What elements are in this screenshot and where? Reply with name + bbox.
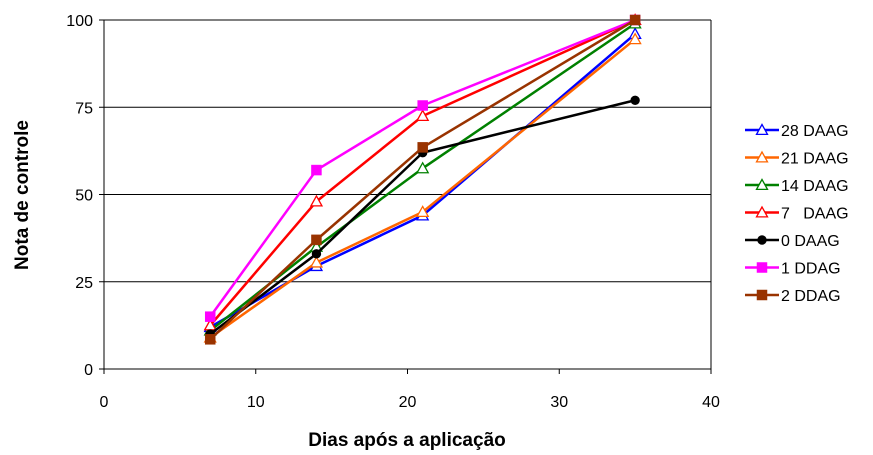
data-point bbox=[204, 334, 216, 345]
legend-item: 2 DDAG bbox=[745, 288, 841, 305]
legend-label: 7 DAAG bbox=[781, 206, 849, 223]
legend-marker bbox=[757, 235, 767, 245]
x-tick-label: 40 bbox=[702, 394, 720, 411]
data-point bbox=[630, 95, 640, 105]
legend-label: 2 DDAG bbox=[781, 288, 841, 305]
legend-item: 7 DAAG bbox=[745, 206, 849, 223]
data-point bbox=[629, 14, 641, 26]
series-line bbox=[209, 18, 636, 341]
y-tick-label: 75 bbox=[75, 100, 93, 117]
data-point bbox=[628, 32, 642, 45]
legend-marker bbox=[755, 205, 769, 218]
y-tick-label: 100 bbox=[66, 13, 93, 30]
data-point bbox=[311, 164, 322, 176]
series-0 bbox=[203, 27, 642, 333]
data-point bbox=[417, 142, 428, 153]
x-axis-title: Dias após a aplicação bbox=[308, 430, 506, 451]
series-6 bbox=[204, 14, 641, 345]
legend: 28 DAAG 21 DAAG 14 DAAG 7 DAAG 0 DAAG 1 DDAG 2… bbox=[745, 123, 849, 305]
data-point bbox=[416, 161, 430, 174]
series-layer bbox=[203, 13, 642, 345]
x-tick-label: 10 bbox=[247, 394, 265, 411]
x-tick-label: 30 bbox=[550, 394, 568, 411]
series-line bbox=[209, 18, 636, 318]
tick-labels: 0 25 50 75 100 0 10 20 30 40 bbox=[66, 13, 720, 411]
legend-item: 1 DDAG bbox=[745, 261, 841, 278]
x-tick-label: 0 bbox=[100, 394, 109, 411]
x-tick-label: 20 bbox=[399, 394, 417, 411]
series-line bbox=[209, 99, 636, 336]
data-point bbox=[309, 194, 324, 207]
legend-label: 14 DAAG bbox=[781, 178, 849, 195]
legend-marker bbox=[756, 262, 768, 273]
legend-marker bbox=[755, 123, 769, 136]
legend-marker bbox=[755, 178, 769, 191]
legend-label: 21 DAAG bbox=[781, 151, 849, 168]
y-tick-label: 0 bbox=[84, 362, 93, 379]
data-point bbox=[204, 311, 216, 322]
legend-marker bbox=[756, 289, 768, 301]
data-point bbox=[417, 100, 428, 111]
legend-item: 0 DAAG bbox=[745, 233, 840, 250]
series-line bbox=[209, 33, 636, 329]
data-point bbox=[416, 109, 430, 122]
legend-item: 28 DAAG bbox=[745, 123, 849, 140]
y-tick-label: 50 bbox=[75, 188, 93, 205]
data-point bbox=[416, 205, 430, 218]
series-1 bbox=[203, 32, 642, 343]
axes bbox=[99, 19, 712, 374]
legend-item: 21 DAAG bbox=[745, 151, 849, 168]
y-tick-label: 25 bbox=[75, 275, 93, 292]
data-point bbox=[311, 234, 322, 246]
y-axis-title: Nota de controle bbox=[12, 120, 33, 270]
gridlines bbox=[104, 19, 711, 283]
data-point bbox=[309, 255, 324, 268]
legend-marker bbox=[755, 150, 769, 163]
legend-label: 0 DAAG bbox=[781, 233, 840, 250]
legend-item: 14 DAAG bbox=[745, 178, 849, 195]
data-point bbox=[311, 249, 322, 259]
legend-label: 1 DDAG bbox=[781, 261, 841, 278]
legend-label: 28 DAAG bbox=[781, 123, 849, 140]
series-line bbox=[209, 38, 636, 339]
series-line bbox=[209, 18, 636, 327]
